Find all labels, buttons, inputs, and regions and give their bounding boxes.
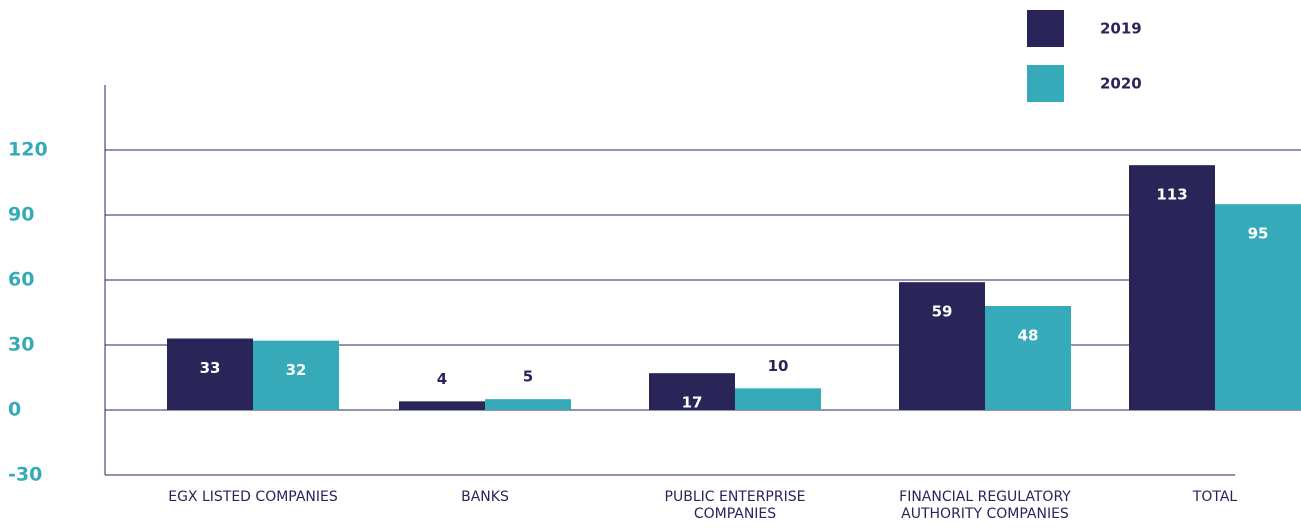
value-label: 33 <box>200 359 221 377</box>
bar <box>485 399 571 410</box>
value-label: 59 <box>932 303 953 321</box>
value-label: 32 <box>286 361 307 379</box>
value-label: 10 <box>768 357 789 375</box>
value-label: 17 <box>682 394 703 412</box>
bar <box>899 282 985 410</box>
legend-swatch <box>1027 10 1064 47</box>
bar <box>253 340 339 410</box>
value-label: 5 <box>523 368 533 386</box>
bar <box>1215 204 1301 410</box>
x-tick-label: FINANCIAL REGULATORY AUTHORITY COMPANIES <box>899 489 1071 522</box>
legend-label: 2019 <box>1100 20 1142 38</box>
y-tick-label: 90 <box>8 204 34 226</box>
x-tick-label: TOTAL <box>1192 489 1238 505</box>
value-label: 4 <box>437 370 447 388</box>
bar <box>985 306 1071 410</box>
bar <box>1129 165 1215 410</box>
bar <box>167 338 253 410</box>
legend-label: 2020 <box>1100 75 1142 93</box>
bar <box>735 388 821 410</box>
y-tick-label: -30 <box>8 464 42 486</box>
bar <box>399 401 485 410</box>
y-tick-label: 30 <box>8 334 34 356</box>
x-tick-label: EGX LISTED COMPANIES <box>168 489 338 505</box>
x-tick-label: BANKS <box>461 489 509 505</box>
y-tick-label: 120 <box>8 139 48 161</box>
y-tick-label: 60 <box>8 269 34 291</box>
legend-swatch <box>1027 65 1064 102</box>
bar <box>649 373 735 410</box>
x-tick-label: PUBLIC ENTERPRISE COMPANIES <box>664 489 806 522</box>
value-label: 95 <box>1248 225 1269 243</box>
y-tick-label: 0 <box>8 399 21 421</box>
value-label: 48 <box>1018 327 1039 345</box>
value-label: 113 <box>1156 186 1187 204</box>
